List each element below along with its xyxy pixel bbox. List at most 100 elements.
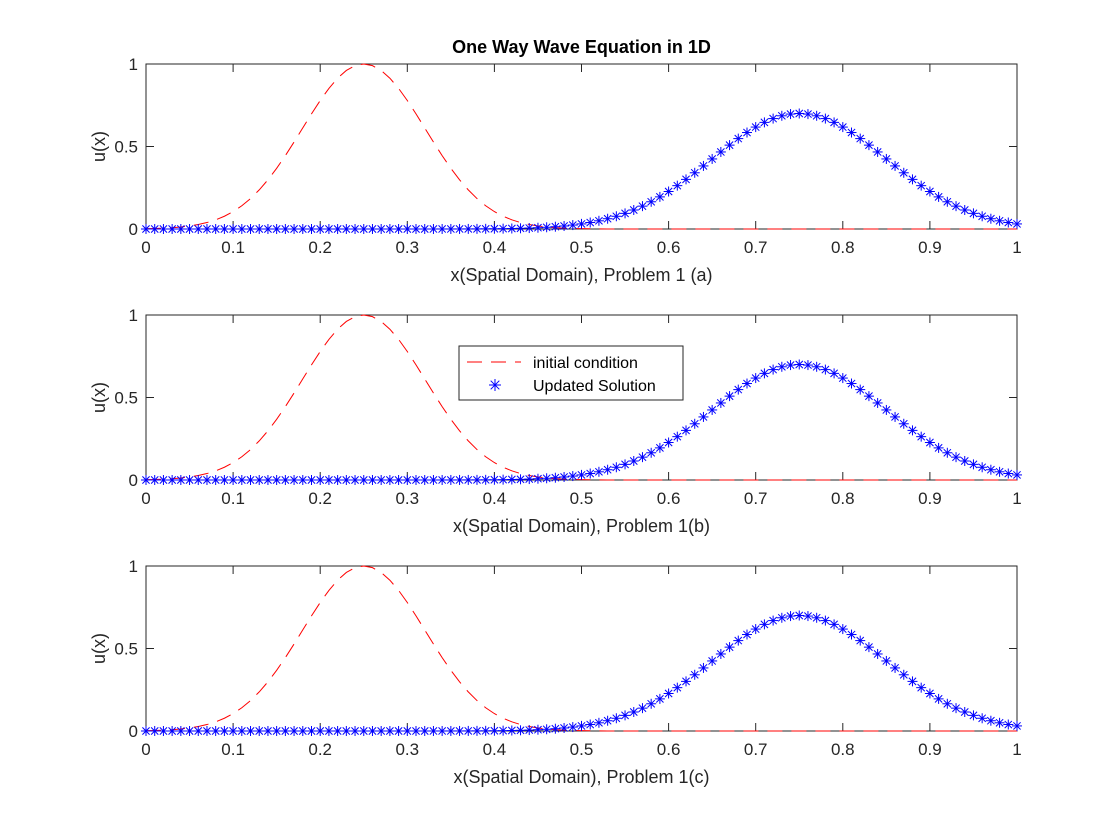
updated-solution-point [219,726,230,736]
updated-solution-point [254,726,265,736]
marker-stroke [455,224,464,233]
x-tick-label: 0.6 [657,740,681,759]
updated-solution-point [811,361,822,372]
updated-solution-point [201,475,212,485]
updated-solution-point [262,224,273,234]
updated-solution-point [1003,468,1014,479]
marker-stroke [438,727,447,735]
marker-stroke [943,197,952,206]
marker-stroke [673,181,682,190]
marker-stroke [542,725,551,734]
updated-solution-point [532,473,543,484]
x-tick-label: 0.2 [308,238,332,257]
marker-stroke [307,476,316,484]
x-tick-label: 1 [1012,489,1021,508]
updated-solution-point [689,418,700,429]
updated-solution-point [863,140,874,151]
updated-solution-point [428,725,439,736]
x-tick-label: 0.5 [570,740,594,759]
marker-stroke [899,670,908,679]
updated-solution-point [428,474,439,485]
updated-solution-point [646,196,657,207]
updated-solution-point [741,629,752,640]
marker-stroke [342,225,351,233]
updated-solution-point [559,471,570,482]
marker-stroke [150,727,159,735]
marker-stroke [185,225,194,233]
updated-solution-point [637,703,648,714]
marker-stroke [891,412,900,421]
updated-solution-point [933,191,944,202]
updated-solution-point [768,113,779,124]
marker-stroke [986,214,995,223]
marker-stroke [917,432,926,441]
subplot-3: 0 0.1 0.2 0.3 0.4 0.5 0.6 0.7 0.8 0.9 1 0 0.5 1 x(Spat… [89,557,1022,787]
marker-stroke [377,225,386,233]
marker-stroke [246,225,255,233]
updated-solution-point [611,462,622,473]
marker-stroke [446,225,455,233]
marker-stroke [368,727,377,735]
updated-solution-point [323,474,334,485]
updated-solution-point [759,117,770,128]
marker-stroke [490,224,499,233]
updated-solution-point [968,208,979,219]
marker-stroke [568,221,577,230]
marker-stroke [577,470,586,479]
marker-stroke [838,123,847,132]
marker-stroke [220,727,229,735]
updated-solution-point [646,447,657,458]
marker-stroke [708,405,717,414]
updated-solution-point [480,223,491,234]
updated-solution-point [959,707,970,718]
marker-stroke [272,225,281,233]
marker-stroke [194,225,203,233]
marker-stroke [795,611,804,620]
updated-solution-point [924,688,935,699]
marker-stroke [838,374,847,383]
marker-stroke [568,472,577,481]
marker-stroke [394,225,403,233]
marker-stroke [917,181,926,190]
marker-stroke [455,726,464,735]
x-tick-label: 0 [141,489,150,508]
marker-stroke [533,725,542,734]
updated-solution-point [759,368,770,379]
updated-solution-point [306,223,317,234]
marker-stroke [516,224,525,233]
marker-stroke [638,453,647,462]
updated-solution-point [289,475,300,485]
marker-stroke [359,727,368,735]
marker-stroke [629,206,638,214]
marker-stroke [594,467,603,476]
updated-solution-point [628,456,639,467]
marker-stroke [481,475,490,484]
marker-stroke [751,123,760,132]
updated-solution-point [802,109,813,120]
updated-solution-point [332,223,343,234]
updated-solution-point [567,722,578,733]
x-tick-label: 0.5 [570,489,594,508]
updated-solution-point [785,611,796,622]
marker-stroke [194,476,203,484]
marker-stroke [586,469,595,478]
marker-stroke [203,225,211,233]
updated-solution-point [628,205,639,216]
marker-stroke [412,476,420,484]
updated-solution-point [454,474,465,485]
marker-stroke [359,225,368,233]
marker-stroke [777,111,786,120]
marker-stroke [873,399,882,407]
updated-solution-point [698,160,709,171]
updated-solution-point [872,648,883,659]
marker-stroke [176,225,185,233]
updated-solution-point [715,146,726,157]
updated-solution-point [794,359,805,370]
updated-solution-point [341,725,352,736]
marker-stroke [708,154,717,163]
updated-solution-point [637,452,648,463]
updated-solution-point [201,726,212,736]
updated-solution-point [994,717,1005,728]
marker-stroke [525,475,534,484]
marker-stroke [690,419,699,428]
